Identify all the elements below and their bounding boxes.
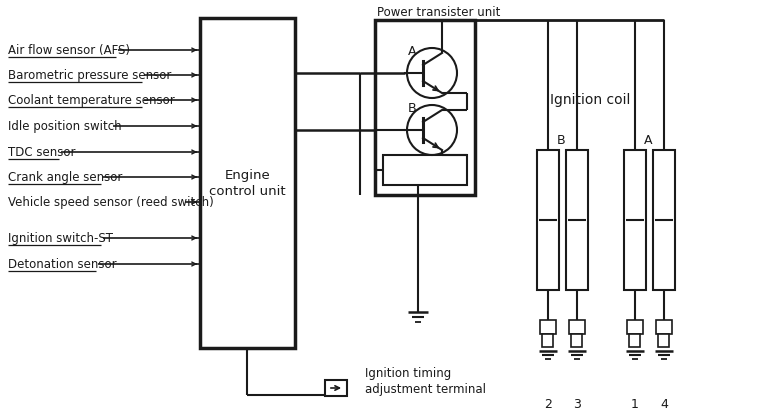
Text: Idle position switch: Idle position switch bbox=[8, 119, 122, 132]
Text: adjustment terminal: adjustment terminal bbox=[365, 383, 486, 396]
Bar bbox=[624, 150, 646, 290]
Bar bbox=[540, 320, 556, 334]
Text: A: A bbox=[643, 134, 652, 147]
Text: Coolant temperature sensor: Coolant temperature sensor bbox=[8, 93, 174, 106]
Bar bbox=[653, 150, 675, 290]
Text: 2: 2 bbox=[544, 398, 552, 411]
Bar bbox=[656, 320, 672, 334]
Text: Ignition timing: Ignition timing bbox=[365, 367, 451, 380]
Bar bbox=[569, 320, 585, 334]
Bar bbox=[537, 150, 559, 290]
Text: B: B bbox=[557, 134, 566, 147]
Text: Ignition switch-ST: Ignition switch-ST bbox=[8, 232, 113, 245]
Bar bbox=[629, 334, 640, 347]
Text: Vehicle speed sensor (reed switch): Vehicle speed sensor (reed switch) bbox=[8, 196, 213, 209]
Text: 4: 4 bbox=[660, 398, 668, 411]
Bar bbox=[325, 380, 347, 396]
Text: TDC sensor: TDC sensor bbox=[8, 145, 76, 158]
Text: Air flow sensor (AFS): Air flow sensor (AFS) bbox=[8, 44, 130, 57]
Bar bbox=[572, 334, 583, 347]
Text: A: A bbox=[408, 44, 417, 57]
Text: 3: 3 bbox=[573, 398, 581, 411]
Bar bbox=[542, 334, 554, 347]
Text: Crank angle sensor: Crank angle sensor bbox=[8, 171, 122, 184]
Text: 1: 1 bbox=[631, 398, 639, 411]
Text: control unit: control unit bbox=[210, 184, 286, 197]
Bar bbox=[375, 20, 475, 195]
Text: Power transister unit: Power transister unit bbox=[377, 5, 500, 18]
Text: B: B bbox=[408, 101, 417, 114]
Text: Barometric pressure sensor: Barometric pressure sensor bbox=[8, 68, 171, 82]
Bar bbox=[566, 150, 588, 290]
Bar bbox=[200, 18, 295, 348]
Text: Engine: Engine bbox=[224, 168, 270, 181]
Bar bbox=[627, 320, 643, 334]
Text: Ignition coil: Ignition coil bbox=[550, 93, 630, 107]
Bar bbox=[383, 155, 467, 185]
Text: Detonation sensor: Detonation sensor bbox=[8, 258, 117, 271]
Bar bbox=[658, 334, 669, 347]
